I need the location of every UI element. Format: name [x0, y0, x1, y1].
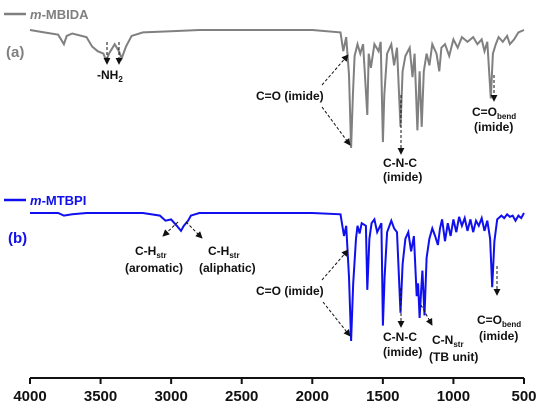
legend-b-label: m-MTBPI	[30, 193, 86, 208]
x-tick-label: 500	[511, 388, 536, 405]
label-co-bend-b: C=Obend	[477, 313, 521, 329]
label-co-bend-a: C=Obend	[472, 105, 516, 121]
label-nh2-main: -NH	[97, 68, 118, 82]
legend-a-label: m-MBIDA	[30, 7, 89, 22]
label-co-bend-a-sub: bend	[497, 112, 516, 121]
label-co-bend-b-sub: bend	[502, 320, 521, 329]
label-co-imide-b: C=O (imide)	[256, 284, 324, 298]
x-tick-label: 3000	[154, 388, 187, 405]
label-nh2: -NH2	[97, 68, 123, 84]
co-imide-arrow-down-a	[321, 106, 351, 146]
spectrum-a-line	[29, 29, 525, 149]
label-cnc-a-line2: (imide)	[383, 170, 422, 184]
label-ch-aliphatic-sub: str	[229, 251, 239, 260]
x-tick-label: 4000	[13, 388, 46, 405]
co-imide-arrow-up-a	[321, 54, 349, 86]
spectrum-b-line	[30, 212, 525, 342]
label-ch-aliphatic-main: C-H	[208, 244, 229, 258]
legend-a-prefix: m	[30, 7, 42, 22]
legend-b-prefix: m	[30, 193, 42, 208]
cn-tb-arrow	[420, 304, 433, 326]
label-ch-aliphatic-line2: (aliphatic)	[199, 261, 256, 275]
x-tick-label: 2500	[225, 388, 258, 405]
label-co-bend-b-main: C=O	[477, 313, 502, 327]
label-cnc-b-line2: (imide)	[383, 345, 422, 359]
label-co-imide-a: C=O (imide)	[256, 89, 324, 103]
label-co-bend-a-main: C=O	[472, 105, 497, 119]
annotations-a: -NH2 C=O (imide) C-N-C (imide) C=Obend (…	[97, 42, 516, 184]
x-tick-label: 3500	[84, 388, 117, 405]
co-imide-arrow-up-b	[321, 249, 349, 281]
label-co-bend-b-line2: (imide)	[479, 329, 518, 343]
ch-aromatic-arrow	[162, 221, 179, 237]
panel-label-a: (a)	[6, 44, 24, 61]
label-nh2-sub: 2	[118, 75, 123, 84]
x-axis: 4000 3500 3000 2500 2000 1500 1000 500	[13, 377, 537, 405]
label-cn-tb-sub: str	[453, 340, 463, 349]
x-tick-label: 2000	[296, 388, 329, 405]
co-imide-arrow-down-b	[322, 301, 351, 337]
legend-a: m-MBIDA	[4, 7, 89, 22]
label-cn-tb-line2: (TB unit)	[429, 350, 478, 364]
legend-b: m-MTBPI	[4, 193, 86, 208]
legend-b-suffix: -MTBPI	[42, 193, 87, 208]
ch-aliphatic-arrow	[185, 221, 203, 239]
x-tick-label: 1500	[366, 388, 399, 405]
label-cnc-a: C-N-C	[383, 156, 417, 170]
label-co-bend-a-line2: (imide)	[474, 120, 513, 134]
label-cnc-b: C-N-C	[383, 330, 417, 344]
label-ch-aromatic-sub: str	[156, 251, 166, 260]
x-tick-label: 1000	[437, 388, 470, 405]
label-ch-aromatic: C-Hstr	[135, 244, 167, 260]
panel-label-b: (b)	[8, 230, 27, 247]
label-ch-aromatic-line2: (aromatic)	[125, 261, 183, 275]
label-ch-aromatic-main: C-H	[135, 244, 156, 258]
legend-a-suffix: -MBIDA	[42, 7, 90, 22]
label-cn-tb: C-Nstr	[432, 333, 464, 349]
annotations-b: C-Hstr (aromatic) C-Hstr (aliphatic) C=O…	[125, 221, 521, 364]
label-cn-tb-main: C-N	[432, 333, 453, 347]
label-ch-aliphatic: C-Hstr	[208, 244, 240, 260]
